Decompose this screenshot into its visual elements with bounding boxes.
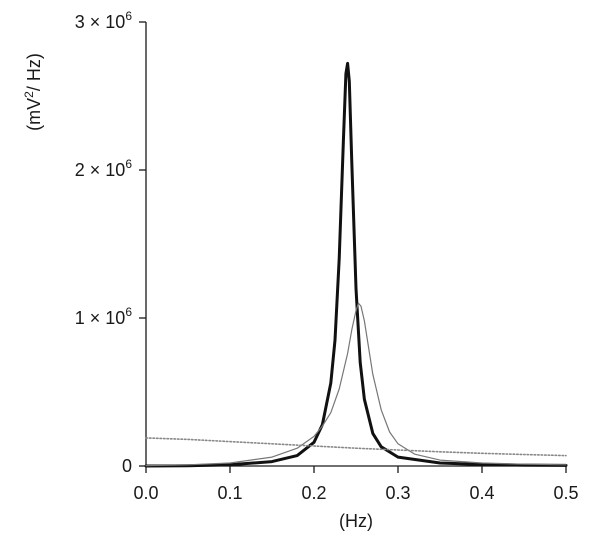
y-tick-label-exponent: 6	[125, 305, 132, 319]
series-line-thin	[145, 302, 567, 467]
series-layer	[144, 61, 568, 468]
x-tick-label: 0.0	[133, 483, 158, 503]
x-axis-title: (Hz)	[339, 511, 373, 531]
y-tick-label: 3 × 106	[75, 9, 133, 32]
y-tick-label-exponent: 6	[125, 157, 132, 171]
y-tick-label: 2 × 106	[75, 157, 133, 180]
series-line-dotted	[145, 437, 567, 457]
x-tick-label: 0.4	[469, 483, 494, 503]
x-tick-label: 0.3	[385, 483, 410, 503]
x-tick-label: 0.1	[217, 483, 242, 503]
y-tick-label: 1 × 106	[75, 305, 133, 328]
y-tick-label-base: 3 × 10	[75, 12, 126, 32]
x-axis: 0.0 0.1 0.2 0.3 0.4 0.5	[133, 465, 579, 503]
x-tick-label: 0.5	[553, 483, 578, 503]
y-tick-label-base: 1 × 10	[75, 308, 126, 328]
y-axis-title: (mV2/ Hz)	[22, 53, 44, 131]
x-tick-label: 0.2	[301, 483, 326, 503]
y-tick-label: 0	[122, 456, 132, 476]
y-tick-label-base: 2 × 10	[75, 160, 126, 180]
y-title-part: (mV	[24, 98, 44, 131]
y-tick-label-base: 0	[122, 456, 132, 476]
x-ticks: 0.0 0.1 0.2 0.3 0.4 0.5	[133, 466, 579, 503]
y-title-superscript: 2	[22, 91, 36, 98]
y-title-part: / Hz)	[24, 53, 44, 91]
y-tick-label-exponent: 6	[125, 9, 132, 23]
series-line-thick	[144, 61, 568, 468]
